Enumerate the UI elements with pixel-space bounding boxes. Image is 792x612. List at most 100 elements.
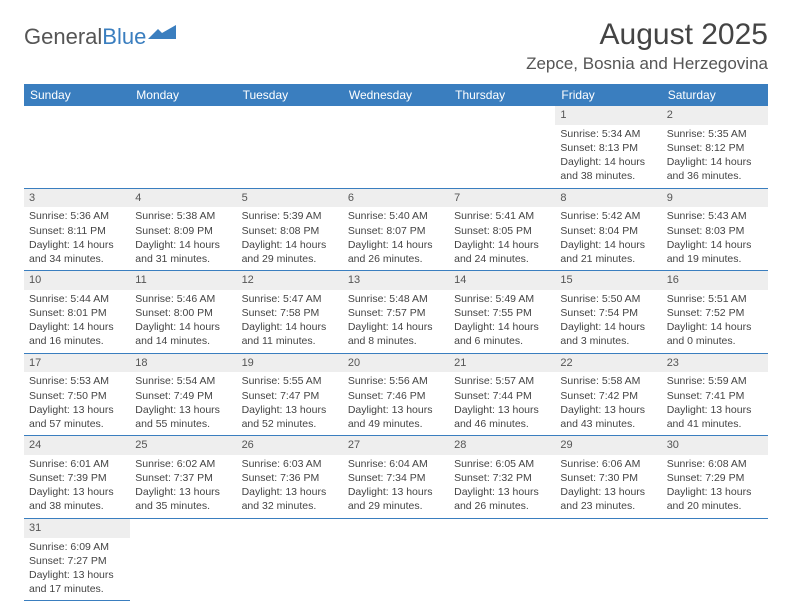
weekday-header: Thursday (449, 84, 555, 106)
daylight-text: Daylight: 14 hours and 16 minutes. (29, 320, 125, 348)
day-content: Sunrise: 6:02 AMSunset: 7:37 PMDaylight:… (130, 455, 236, 518)
sunrise-text: Sunrise: 5:50 AM (560, 292, 656, 306)
daylight-text: Daylight: 14 hours and 31 minutes. (135, 238, 231, 266)
sunset-text: Sunset: 8:12 PM (667, 141, 763, 155)
calendar-cell: 20Sunrise: 5:56 AMSunset: 7:46 PMDayligh… (343, 353, 449, 436)
calendar-row: 10Sunrise: 5:44 AMSunset: 8:01 PMDayligh… (24, 271, 768, 354)
day-content: Sunrise: 5:59 AMSunset: 7:41 PMDaylight:… (662, 372, 768, 435)
sunset-text: Sunset: 7:39 PM (29, 471, 125, 485)
sunrise-text: Sunrise: 6:01 AM (29, 457, 125, 471)
day-number: 15 (555, 271, 661, 290)
day-number: 11 (130, 271, 236, 290)
day-content: Sunrise: 5:41 AMSunset: 8:05 PMDaylight:… (449, 207, 555, 270)
sunrise-text: Sunrise: 6:06 AM (560, 457, 656, 471)
sunrise-text: Sunrise: 5:46 AM (135, 292, 231, 306)
calendar-cell: 10Sunrise: 5:44 AMSunset: 8:01 PMDayligh… (24, 271, 130, 354)
weekday-header-row: Sunday Monday Tuesday Wednesday Thursday… (24, 84, 768, 106)
day-number: 13 (343, 271, 449, 290)
calendar-cell: 3Sunrise: 5:36 AMSunset: 8:11 PMDaylight… (24, 188, 130, 271)
sunset-text: Sunset: 7:57 PM (348, 306, 444, 320)
sunset-text: Sunset: 7:47 PM (242, 389, 338, 403)
calendar-cell: 8Sunrise: 5:42 AMSunset: 8:04 PMDaylight… (555, 188, 661, 271)
calendar-cell: 13Sunrise: 5:48 AMSunset: 7:57 PMDayligh… (343, 271, 449, 354)
sunrise-text: Sunrise: 6:02 AM (135, 457, 231, 471)
sunrise-text: Sunrise: 5:47 AM (242, 292, 338, 306)
daylight-text: Daylight: 14 hours and 3 minutes. (560, 320, 656, 348)
sunset-text: Sunset: 7:58 PM (242, 306, 338, 320)
daylight-text: Daylight: 13 hours and 41 minutes. (667, 403, 763, 431)
calendar-cell-empty (662, 518, 768, 601)
sunrise-text: Sunrise: 6:08 AM (667, 457, 763, 471)
calendar-cell: 4Sunrise: 5:38 AMSunset: 8:09 PMDaylight… (130, 188, 236, 271)
sunrise-text: Sunrise: 5:58 AM (560, 374, 656, 388)
calendar-cell: 9Sunrise: 5:43 AMSunset: 8:03 PMDaylight… (662, 188, 768, 271)
daylight-text: Daylight: 14 hours and 29 minutes. (242, 238, 338, 266)
daylight-text: Daylight: 14 hours and 0 minutes. (667, 320, 763, 348)
logo: GeneralBlue (24, 24, 176, 50)
day-content: Sunrise: 5:42 AMSunset: 8:04 PMDaylight:… (555, 207, 661, 270)
day-number: 10 (24, 271, 130, 290)
daylight-text: Daylight: 14 hours and 8 minutes. (348, 320, 444, 348)
calendar-cell: 12Sunrise: 5:47 AMSunset: 7:58 PMDayligh… (237, 271, 343, 354)
calendar-cell: 22Sunrise: 5:58 AMSunset: 7:42 PMDayligh… (555, 353, 661, 436)
sunset-text: Sunset: 7:37 PM (135, 471, 231, 485)
calendar-cell: 21Sunrise: 5:57 AMSunset: 7:44 PMDayligh… (449, 353, 555, 436)
day-number: 20 (343, 354, 449, 373)
calendar-body: 1Sunrise: 5:34 AMSunset: 8:13 PMDaylight… (24, 106, 768, 601)
daylight-text: Daylight: 14 hours and 11 minutes. (242, 320, 338, 348)
sunset-text: Sunset: 7:32 PM (454, 471, 550, 485)
sunset-text: Sunset: 8:07 PM (348, 224, 444, 238)
daylight-text: Daylight: 13 hours and 38 minutes. (29, 485, 125, 513)
day-number: 24 (24, 436, 130, 455)
day-content: Sunrise: 5:35 AMSunset: 8:12 PMDaylight:… (662, 125, 768, 188)
daylight-text: Daylight: 14 hours and 26 minutes. (348, 238, 444, 266)
day-number: 18 (130, 354, 236, 373)
calendar-cell: 17Sunrise: 5:53 AMSunset: 7:50 PMDayligh… (24, 353, 130, 436)
daylight-text: Daylight: 13 hours and 20 minutes. (667, 485, 763, 513)
day-content: Sunrise: 5:53 AMSunset: 7:50 PMDaylight:… (24, 372, 130, 435)
sunset-text: Sunset: 7:49 PM (135, 389, 231, 403)
calendar-cell-empty (130, 518, 236, 601)
calendar-cell: 25Sunrise: 6:02 AMSunset: 7:37 PMDayligh… (130, 436, 236, 519)
sunset-text: Sunset: 7:52 PM (667, 306, 763, 320)
day-content: Sunrise: 5:40 AMSunset: 8:07 PMDaylight:… (343, 207, 449, 270)
sunrise-text: Sunrise: 6:03 AM (242, 457, 338, 471)
calendar-table: Sunday Monday Tuesday Wednesday Thursday… (24, 84, 768, 601)
sunset-text: Sunset: 8:01 PM (29, 306, 125, 320)
sunset-text: Sunset: 7:54 PM (560, 306, 656, 320)
sunset-text: Sunset: 7:41 PM (667, 389, 763, 403)
day-number: 22 (555, 354, 661, 373)
day-number: 1 (555, 106, 661, 125)
day-content: Sunrise: 5:50 AMSunset: 7:54 PMDaylight:… (555, 290, 661, 353)
daylight-text: Daylight: 14 hours and 34 minutes. (29, 238, 125, 266)
calendar-cell: 5Sunrise: 5:39 AMSunset: 8:08 PMDaylight… (237, 188, 343, 271)
day-content: Sunrise: 5:36 AMSunset: 8:11 PMDaylight:… (24, 207, 130, 270)
day-content: Sunrise: 6:01 AMSunset: 7:39 PMDaylight:… (24, 455, 130, 518)
day-number: 23 (662, 354, 768, 373)
daylight-text: Daylight: 13 hours and 49 minutes. (348, 403, 444, 431)
calendar-cell-empty (237, 518, 343, 601)
daylight-text: Daylight: 13 hours and 35 minutes. (135, 485, 231, 513)
weekday-header: Friday (555, 84, 661, 106)
sunset-text: Sunset: 8:11 PM (29, 224, 125, 238)
day-content: Sunrise: 5:47 AMSunset: 7:58 PMDaylight:… (237, 290, 343, 353)
calendar-row: 1Sunrise: 5:34 AMSunset: 8:13 PMDaylight… (24, 106, 768, 188)
day-number: 16 (662, 271, 768, 290)
logo-swoosh-icon (148, 25, 176, 39)
day-number: 25 (130, 436, 236, 455)
day-content: Sunrise: 5:49 AMSunset: 7:55 PMDaylight:… (449, 290, 555, 353)
sunrise-text: Sunrise: 5:54 AM (135, 374, 231, 388)
weekday-header: Tuesday (237, 84, 343, 106)
logo-text-2: Blue (102, 24, 146, 50)
daylight-text: Daylight: 13 hours and 52 minutes. (242, 403, 338, 431)
weekday-header: Saturday (662, 84, 768, 106)
day-content: Sunrise: 5:44 AMSunset: 8:01 PMDaylight:… (24, 290, 130, 353)
sunrise-text: Sunrise: 5:42 AM (560, 209, 656, 223)
day-number: 21 (449, 354, 555, 373)
calendar-cell: 15Sunrise: 5:50 AMSunset: 7:54 PMDayligh… (555, 271, 661, 354)
sunrise-text: Sunrise: 5:41 AM (454, 209, 550, 223)
daylight-text: Daylight: 13 hours and 57 minutes. (29, 403, 125, 431)
daylight-text: Daylight: 13 hours and 23 minutes. (560, 485, 656, 513)
day-number: 17 (24, 354, 130, 373)
day-content: Sunrise: 5:56 AMSunset: 7:46 PMDaylight:… (343, 372, 449, 435)
